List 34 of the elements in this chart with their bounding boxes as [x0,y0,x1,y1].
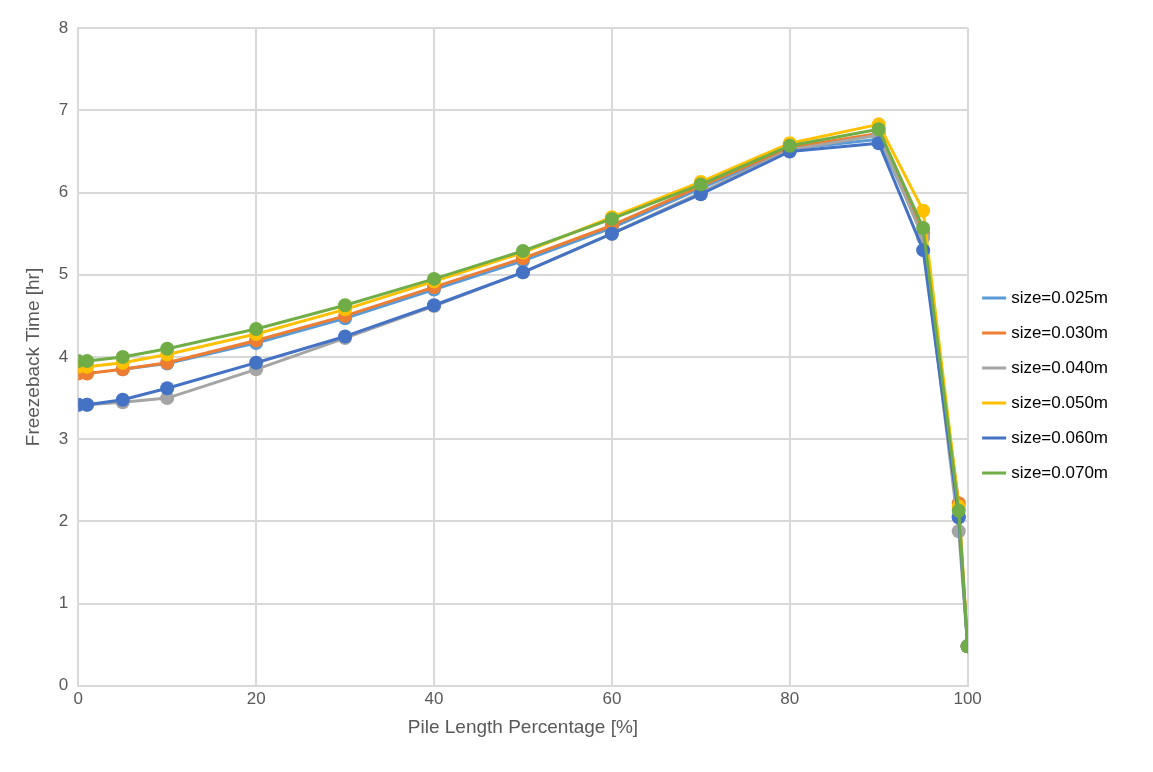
point [249,355,264,370]
y-tick-label: 5 [58,264,69,284]
legend-label: size=0.050m [1011,392,1109,412]
point [160,381,175,396]
y-tick-label: 7 [58,100,69,120]
point [115,350,130,364]
y-tick-label: 6 [58,182,69,202]
legend-label: size=0.070m [1011,462,1109,482]
y-axis-title: Freezeback Time [hr] [21,267,43,447]
legend-label: size=0.060m [1011,427,1109,447]
y-tick-label: 4 [58,346,69,366]
point [338,298,353,313]
point [80,354,95,369]
x-tick-label: 40 [424,688,444,708]
point [871,122,886,137]
point [916,203,931,218]
x-tick-label: 60 [602,688,622,708]
point [916,220,931,235]
y-tick-label: 1 [58,593,69,613]
legend-label: size=0.025m [1011,287,1109,307]
point [160,341,175,356]
y-tick-label: 2 [58,511,69,531]
x-axis-title: Pile Length Percentage [%] [407,715,639,737]
y-tick-label: 8 [58,17,69,37]
legend-label: size=0.030m [1011,322,1109,342]
point [951,503,966,518]
y-tick-label: 0 [58,675,69,695]
x-tick-label: 100 [953,688,982,708]
x-tick-label: 20 [246,688,266,708]
x-tick-label: 80 [780,688,800,708]
point [249,322,264,337]
legend-label: size=0.040m [1011,357,1109,377]
y-tick-label: 3 [58,428,69,448]
x-tick-label: 0 [73,688,83,708]
